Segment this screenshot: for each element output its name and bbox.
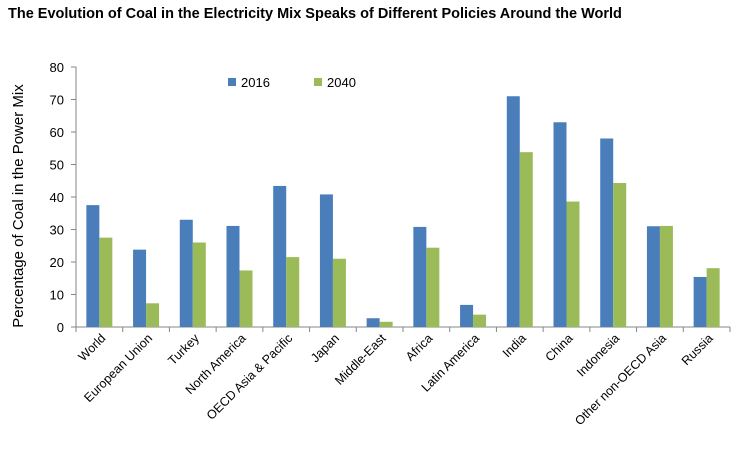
y-tick-label: 30 bbox=[50, 223, 64, 238]
x-tick-label: Other non-OECD Asia bbox=[572, 331, 669, 428]
y-tick-label: 60 bbox=[50, 125, 64, 140]
y-tick-label: 70 bbox=[50, 93, 64, 108]
legend-swatch-2040 bbox=[314, 78, 322, 86]
bar-2016-12 bbox=[646, 226, 660, 327]
bar-2040-1 bbox=[146, 303, 160, 327]
y-tick-label: 40 bbox=[50, 190, 64, 205]
x-tick-label: China bbox=[543, 331, 576, 364]
bar-2016-2 bbox=[179, 219, 193, 327]
x-tick-label: Middle-East bbox=[332, 331, 389, 388]
bar-2040-4 bbox=[286, 257, 300, 327]
bar-2040-10 bbox=[566, 201, 580, 327]
bar-2040-0 bbox=[99, 237, 113, 327]
bars bbox=[86, 96, 720, 327]
legend-label-2040: 2040 bbox=[327, 75, 356, 90]
bar-2016-4 bbox=[273, 185, 287, 327]
bar-2016-11 bbox=[600, 138, 614, 327]
bar-2040-7 bbox=[426, 247, 440, 327]
x-tick-label: World bbox=[76, 331, 109, 364]
bar-2016-13 bbox=[693, 276, 707, 327]
legend-label-2016: 2016 bbox=[241, 75, 270, 90]
bar-2040-12 bbox=[659, 225, 673, 327]
bar-2016-8 bbox=[460, 304, 474, 327]
y-tick-label: 0 bbox=[57, 320, 64, 335]
y-tick-label: 50 bbox=[50, 158, 64, 173]
x-tick-label: Africa bbox=[403, 331, 436, 364]
bar-2040-8 bbox=[473, 314, 487, 327]
bar-2040-5 bbox=[332, 258, 346, 327]
bar-2016-1 bbox=[133, 249, 147, 327]
legend: 2016 2040 bbox=[228, 75, 356, 90]
x-tick-label: Indonesia bbox=[574, 331, 622, 379]
x-tick-label: OECD Asia & Pacific bbox=[204, 331, 295, 422]
x-tick-label: Japan bbox=[308, 331, 342, 365]
bar-2016-3 bbox=[226, 225, 240, 327]
bar-2040-3 bbox=[239, 270, 253, 327]
bar-2040-11 bbox=[613, 183, 627, 327]
bar-2016-0 bbox=[86, 205, 100, 327]
y-tick-label: 10 bbox=[50, 288, 64, 303]
x-tick-label: Russia bbox=[679, 331, 716, 368]
legend-swatch-2016 bbox=[228, 78, 236, 86]
y-tick-label: 80 bbox=[50, 60, 64, 75]
bar-2016-9 bbox=[506, 96, 520, 327]
bar-2040-2 bbox=[192, 242, 206, 327]
bar-2016-10 bbox=[553, 122, 567, 327]
bar-2016-5 bbox=[319, 194, 333, 327]
bar-2016-7 bbox=[413, 226, 427, 327]
y-axis-title: Percentage of Coal in the Power Mix bbox=[10, 84, 27, 328]
y-tick-label: 20 bbox=[50, 255, 64, 270]
bar-2040-6 bbox=[379, 321, 393, 327]
x-tick-label: India bbox=[500, 331, 529, 360]
bar-2040-13 bbox=[706, 268, 720, 327]
x-tick-label: Turkey bbox=[165, 331, 202, 368]
bar-2016-6 bbox=[366, 318, 380, 327]
page-title: The Evolution of Coal in the Electricity… bbox=[8, 6, 622, 22]
bar-2040-9 bbox=[519, 152, 533, 327]
